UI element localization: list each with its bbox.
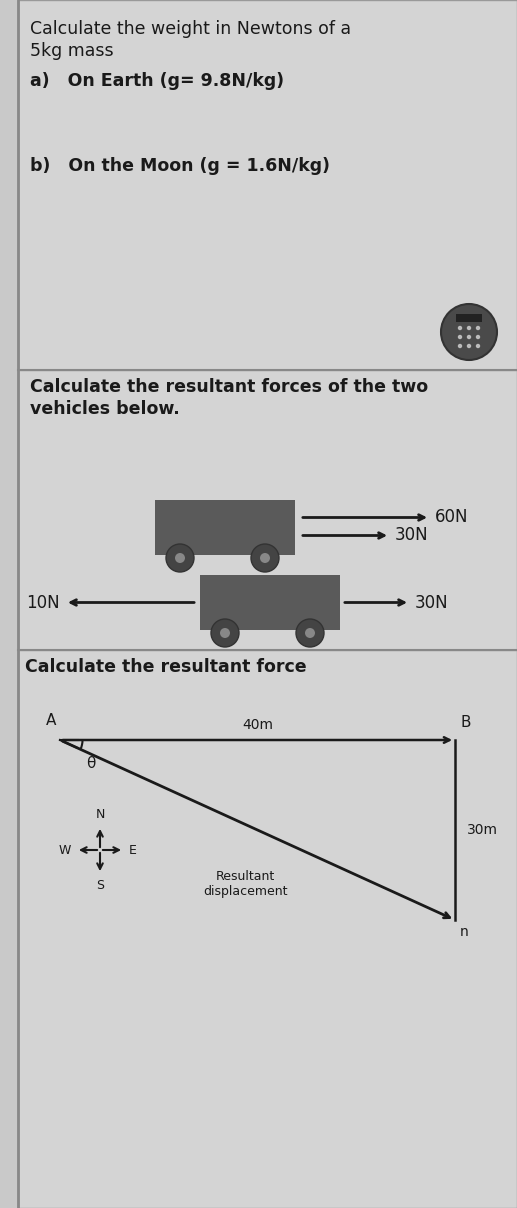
Circle shape bbox=[260, 553, 270, 563]
Text: A: A bbox=[45, 713, 56, 728]
Bar bbox=[155, 500, 295, 554]
Text: vehicles below.: vehicles below. bbox=[30, 400, 180, 418]
Circle shape bbox=[458, 335, 462, 339]
Text: Calculate the resultant forces of the two: Calculate the resultant forces of the tw… bbox=[30, 378, 428, 396]
Bar bbox=[18, 370, 517, 650]
Text: Calculate the weight in Newtons of a: Calculate the weight in Newtons of a bbox=[30, 21, 351, 37]
Circle shape bbox=[458, 326, 462, 330]
Text: B: B bbox=[461, 715, 472, 730]
Text: 60N: 60N bbox=[435, 509, 468, 527]
Text: 10N: 10N bbox=[26, 593, 60, 611]
Circle shape bbox=[441, 304, 497, 360]
Circle shape bbox=[467, 344, 471, 348]
Text: a)   On Earth (g= 9.8N/kg): a) On Earth (g= 9.8N/kg) bbox=[30, 72, 284, 91]
Circle shape bbox=[476, 344, 480, 348]
Text: Calculate the resultant force: Calculate the resultant force bbox=[25, 658, 307, 676]
Text: 30N: 30N bbox=[395, 527, 429, 545]
Circle shape bbox=[175, 553, 185, 563]
Circle shape bbox=[476, 335, 480, 339]
Bar bbox=[456, 314, 482, 323]
Text: W: W bbox=[58, 843, 71, 856]
Text: θ: θ bbox=[86, 756, 95, 771]
Text: 40m: 40m bbox=[242, 718, 273, 732]
Circle shape bbox=[467, 326, 471, 330]
Bar bbox=[200, 575, 340, 631]
Circle shape bbox=[467, 335, 471, 339]
Text: b)   On the Moon (g = 1.6N/kg): b) On the Moon (g = 1.6N/kg) bbox=[30, 157, 330, 175]
Circle shape bbox=[296, 618, 324, 647]
Text: Resultant
displacement: Resultant displacement bbox=[203, 870, 287, 898]
Text: E: E bbox=[129, 843, 137, 856]
Bar bbox=[18, 0, 517, 370]
Circle shape bbox=[305, 628, 315, 638]
Circle shape bbox=[476, 326, 480, 330]
Text: 30m: 30m bbox=[467, 823, 498, 837]
Circle shape bbox=[458, 344, 462, 348]
Text: S: S bbox=[96, 879, 104, 892]
Circle shape bbox=[211, 618, 239, 647]
Bar bbox=[18, 650, 517, 1208]
Circle shape bbox=[220, 628, 230, 638]
Text: N: N bbox=[95, 808, 104, 821]
Text: 5kg mass: 5kg mass bbox=[30, 42, 114, 60]
Text: 30N: 30N bbox=[415, 593, 449, 611]
Text: n: n bbox=[460, 925, 469, 939]
Circle shape bbox=[251, 544, 279, 573]
Circle shape bbox=[166, 544, 194, 573]
